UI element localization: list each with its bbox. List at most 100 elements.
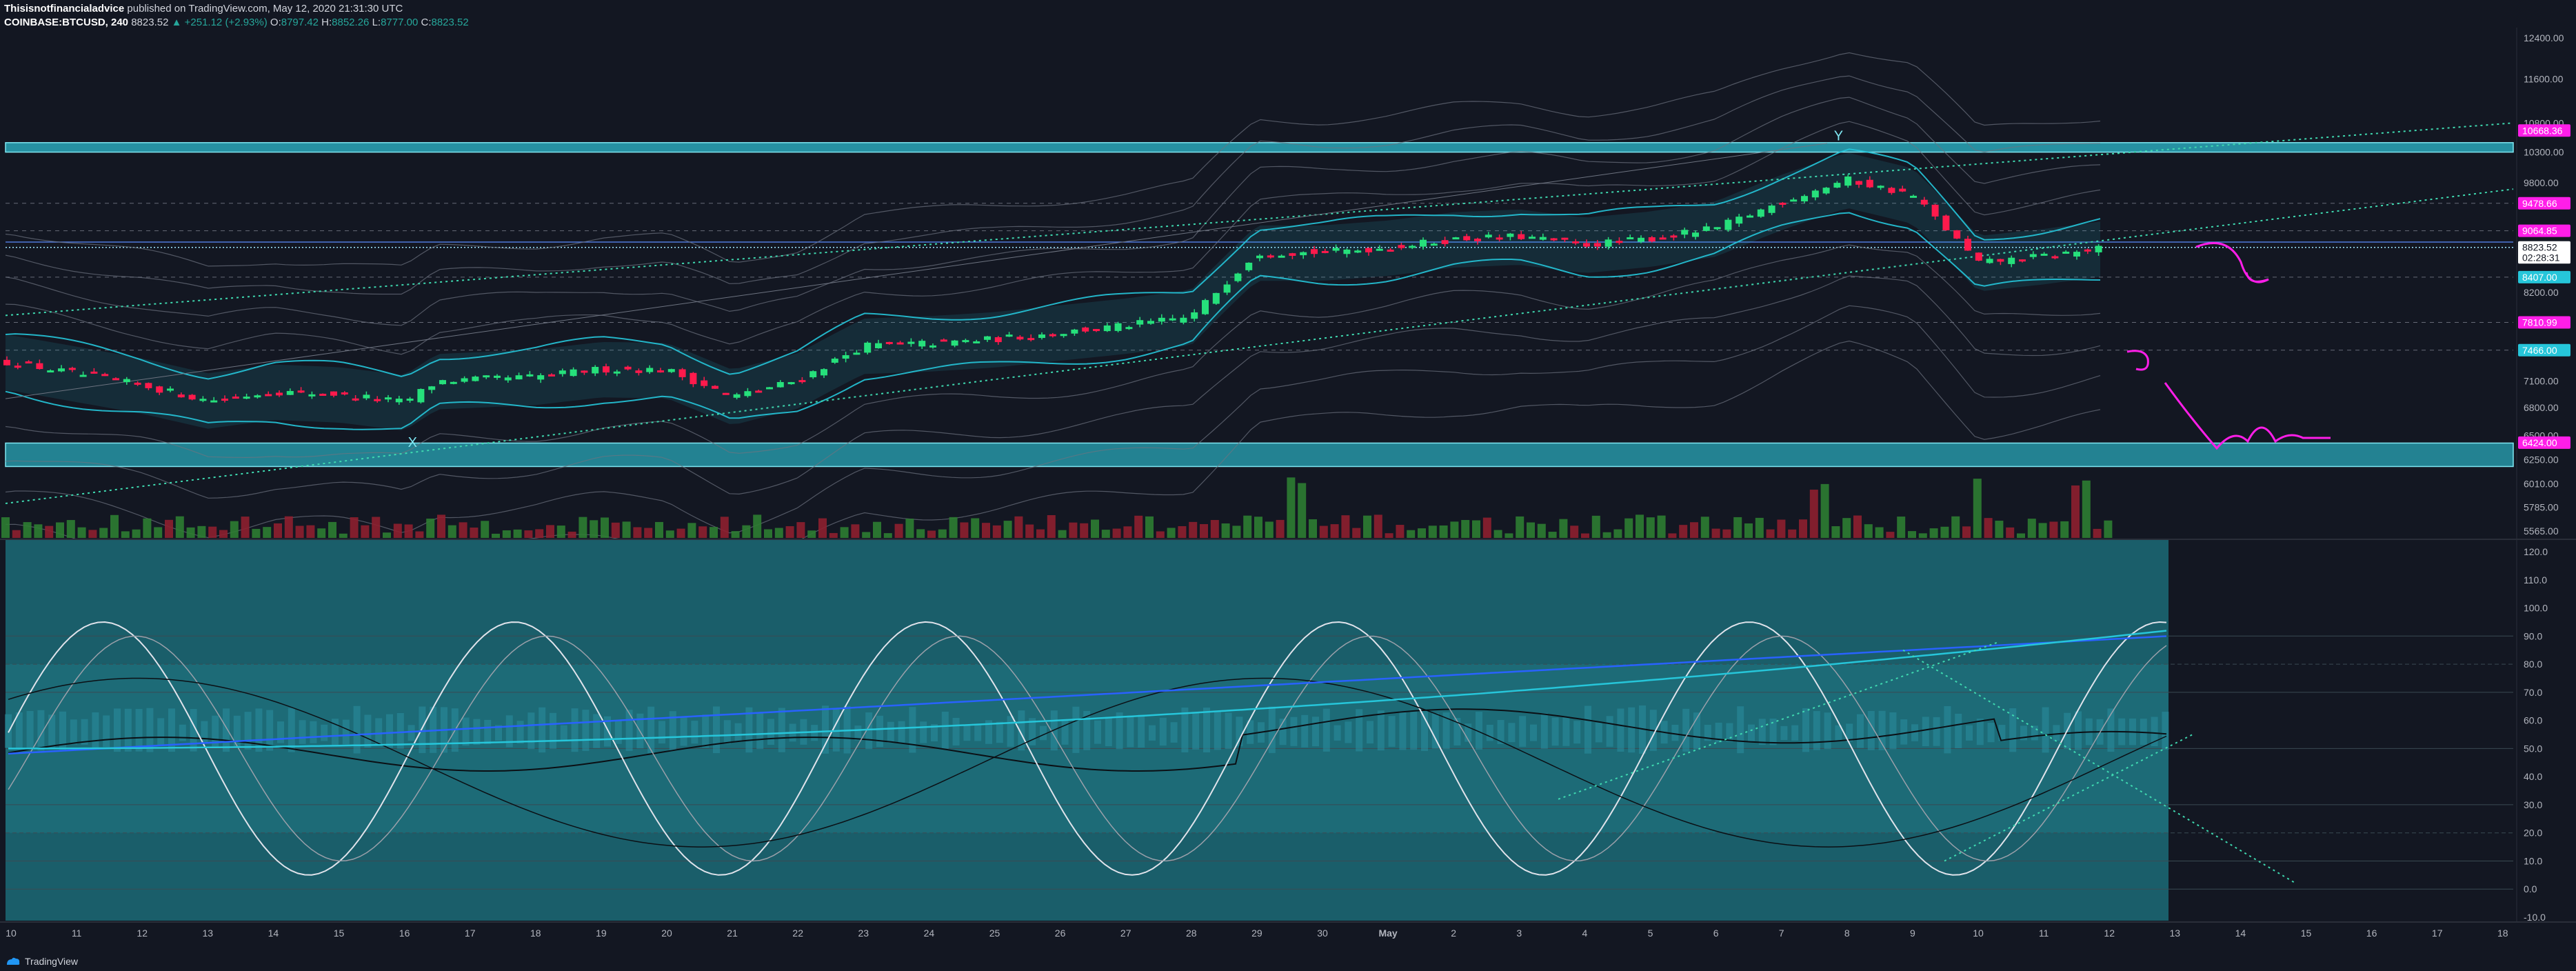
oscillator-histogram-bar: [920, 721, 927, 743]
support-zone: [5, 442, 2514, 468]
candle-body: [1038, 334, 1045, 339]
oscillator-axis[interactable]: 120.0 110.0 100.0 90.0 80.0 70.0 60.0 50.0 40.0 3…: [2524, 546, 2548, 923]
time-axis-label: 18: [530, 928, 541, 939]
candle-body: [646, 368, 654, 372]
oscillator-histogram-bar: [1410, 711, 1418, 750]
candle-body: [1136, 320, 1144, 325]
candle-body: [1300, 252, 1307, 256]
volume-bar: [1537, 523, 1546, 538]
candle-body: [472, 377, 479, 381]
candle-body: [831, 359, 838, 363]
candle-body: [1518, 234, 1525, 239]
candle-body: [1724, 219, 1732, 230]
candle-body: [766, 387, 773, 390]
oscillator-histogram-bar: [1508, 723, 1516, 743]
time-axis-label: 13: [203, 928, 214, 939]
tradingview-logo-icon[interactable]: [6, 957, 21, 966]
volume-bar: [1352, 528, 1361, 538]
candle-body: [1060, 334, 1067, 337]
volume-bar: [687, 523, 696, 538]
oscillator-histogram-bar: [223, 708, 230, 752]
candle-body: [1539, 237, 1547, 240]
volume-bar: [165, 519, 173, 538]
volume-bar: [1003, 521, 1012, 538]
time-axis-label: 8: [1844, 928, 1850, 939]
volume-bar: [710, 527, 718, 538]
oscillator-histogram-bar: [1279, 719, 1287, 745]
oscillator-histogram-bar: [364, 714, 372, 748]
price-pane[interactable]: XY: [3, 52, 2514, 579]
stoch-k-line: [8, 621, 2167, 876]
price-axis-label: 12400.00: [2524, 32, 2564, 43]
oscillator-histogram-bar: [124, 708, 132, 752]
oscillator-histogram-bar: [550, 712, 556, 749]
volume-bar: [1200, 524, 1208, 538]
stoch-d-line: [8, 635, 2167, 862]
time-axis[interactable]: 10 11 12 13 14 15 16 17 18 19 20 21 22 23 24 25 26 27 28 29…: [6, 928, 2508, 939]
oscillator-histogram-bar: [179, 724, 186, 741]
candle-body: [1910, 195, 1917, 198]
candle-body: [1844, 176, 1852, 186]
price-tag-label: 9478.66: [2522, 198, 2557, 209]
oscillator-histogram-bar: [713, 706, 720, 754]
oscillator-histogram-bar: [778, 708, 785, 752]
osc-trendline-3: [1944, 734, 2193, 862]
oscillator-histogram-bar: [811, 725, 818, 741]
time-axis-label: 17: [2432, 928, 2443, 939]
volume-bar: [1232, 525, 1241, 538]
volume-bar: [1330, 524, 1339, 538]
candle-body: [3, 359, 10, 366]
time-axis-label: 25: [989, 928, 1000, 939]
candle-body: [417, 389, 425, 403]
volume-bar: [1995, 521, 2004, 538]
candle-body: [330, 391, 337, 396]
oscillator-histogram-bar: [1018, 710, 1025, 751]
volume-bar: [110, 514, 119, 538]
volume-bar: [655, 521, 663, 538]
candle-body: [156, 386, 163, 393]
price-axis-label: 11600.00: [2524, 74, 2564, 85]
symbol-name[interactable]: COINBASE:BTCUSD, 240: [4, 17, 129, 28]
candle-body: [526, 374, 534, 377]
candle-body: [1899, 188, 1906, 192]
oscillator-histogram-bar: [974, 724, 982, 741]
volume-bar: [404, 524, 413, 538]
oscillator-histogram-bar: [396, 712, 404, 749]
candle-body: [1801, 196, 1808, 201]
volume-bar: [2006, 527, 2015, 538]
volume-bar: [350, 517, 359, 538]
candle-body: [1888, 188, 1895, 193]
candle-body: [1942, 215, 1950, 230]
oscillator-histogram-bar: [1159, 717, 1167, 746]
volume-bar: [1156, 531, 1165, 538]
candle-body: [494, 375, 501, 378]
volume-bar: [742, 525, 751, 538]
oscillator-histogram-bar: [1367, 721, 1373, 744]
volume-bar: [535, 529, 544, 538]
volume-bar: [2017, 533, 2025, 538]
candle-body: [875, 343, 882, 348]
volume-bar: [393, 523, 402, 538]
time-axis-label: 12: [137, 928, 148, 939]
volume-bar: [2071, 485, 2080, 538]
oscillator-histogram-bar: [386, 714, 393, 748]
author-name[interactable]: Thisisnotfinancialadvice: [4, 3, 125, 14]
oscillator-pane[interactable]: [5, 539, 2513, 921]
volume-bar: [1319, 525, 1328, 538]
volume-bar: [361, 525, 370, 538]
volume-bar: [1516, 516, 1525, 538]
time-axis-label: 16: [399, 928, 410, 939]
brand-label[interactable]: TradingView: [25, 956, 79, 967]
oscillator-histogram-bar: [1878, 710, 1886, 750]
price-tag-label: 8407.00: [2522, 272, 2557, 283]
oscillator-histogram-bar: [1758, 719, 1766, 745]
volume-bar: [1505, 533, 1513, 538]
volume-bar: [1287, 477, 1296, 538]
volume-bar: [252, 528, 261, 538]
time-axis-label: 2: [1451, 928, 1456, 939]
envelope-band: [5, 121, 2101, 355]
projection-path: [2164, 382, 2331, 450]
candle-body: [1855, 181, 1862, 185]
